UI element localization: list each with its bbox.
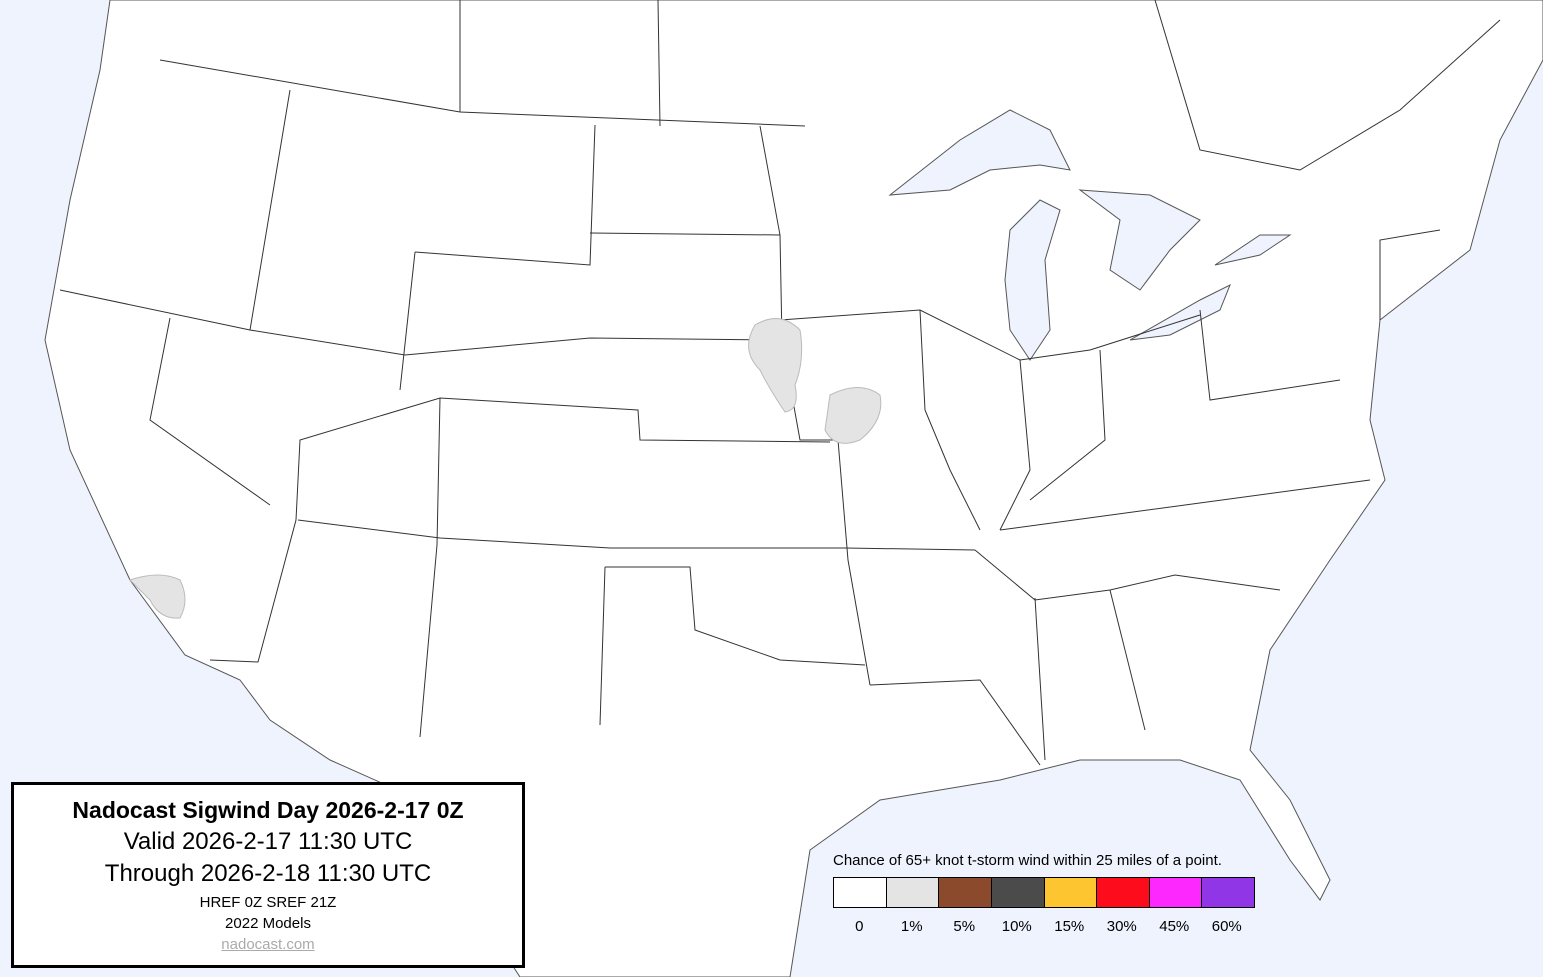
legend-swatch: [1149, 878, 1203, 907]
through-time: Through 2026-2-18 11:30 UTC: [104, 860, 432, 887]
probability-areas: [129, 318, 882, 619]
legend-swatch: [886, 878, 940, 907]
legend-label: 30%: [1106, 918, 1137, 935]
valid-time: Valid 2026-2-17 11:30 UTC: [123, 828, 413, 855]
title-box: Nadocast Sigwind Day 2026-2-17 0Z Valid …: [11, 782, 525, 968]
area-iowa-nebraska: [748, 318, 803, 413]
state-borders: [59, 0, 1501, 766]
legend-label: 0: [855, 918, 864, 935]
great-lakes: [888, 109, 1292, 361]
legend: Chance of 65+ knot t-storm wind within 2…: [833, 852, 1263, 935]
legend-label: 15%: [1054, 918, 1085, 935]
area-southern-california: [129, 574, 186, 619]
legend-swatch: [991, 878, 1045, 907]
legend-swatch: [939, 878, 992, 907]
legend-label: 45%: [1159, 918, 1190, 935]
legend-swatch: [1202, 878, 1254, 907]
models-version: 2022 Models: [225, 915, 311, 932]
lake-huron: [1078, 189, 1201, 291]
legend-label: 60%: [1211, 918, 1242, 935]
legend-labels: 0 1% 5% 10% 15% 30% 45% 60%: [833, 918, 1253, 935]
lake-michigan: [1004, 199, 1061, 361]
area-iowa-missouri: [824, 387, 882, 444]
lake-erie: [1129, 283, 1231, 341]
nadocast-link[interactable]: nadocast.com: [221, 936, 315, 953]
legend-swatch: [834, 878, 887, 907]
legend-label: 1%: [900, 918, 923, 935]
legend-color-bar: [833, 877, 1255, 908]
legend-label: 5%: [953, 918, 976, 935]
legend-label: 10%: [1001, 918, 1032, 935]
legend-swatch: [1044, 878, 1098, 907]
map-title: Nadocast Sigwind Day 2026-2-17 0Z: [72, 797, 464, 823]
lake-ontario: [1214, 234, 1292, 266]
legend-swatch: [1097, 878, 1150, 907]
lake-superior: [888, 109, 1071, 196]
models-run: HREF 0Z SREF 21Z: [199, 894, 337, 911]
legend-title: Chance of 65+ knot t-storm wind within 2…: [833, 852, 1222, 869]
